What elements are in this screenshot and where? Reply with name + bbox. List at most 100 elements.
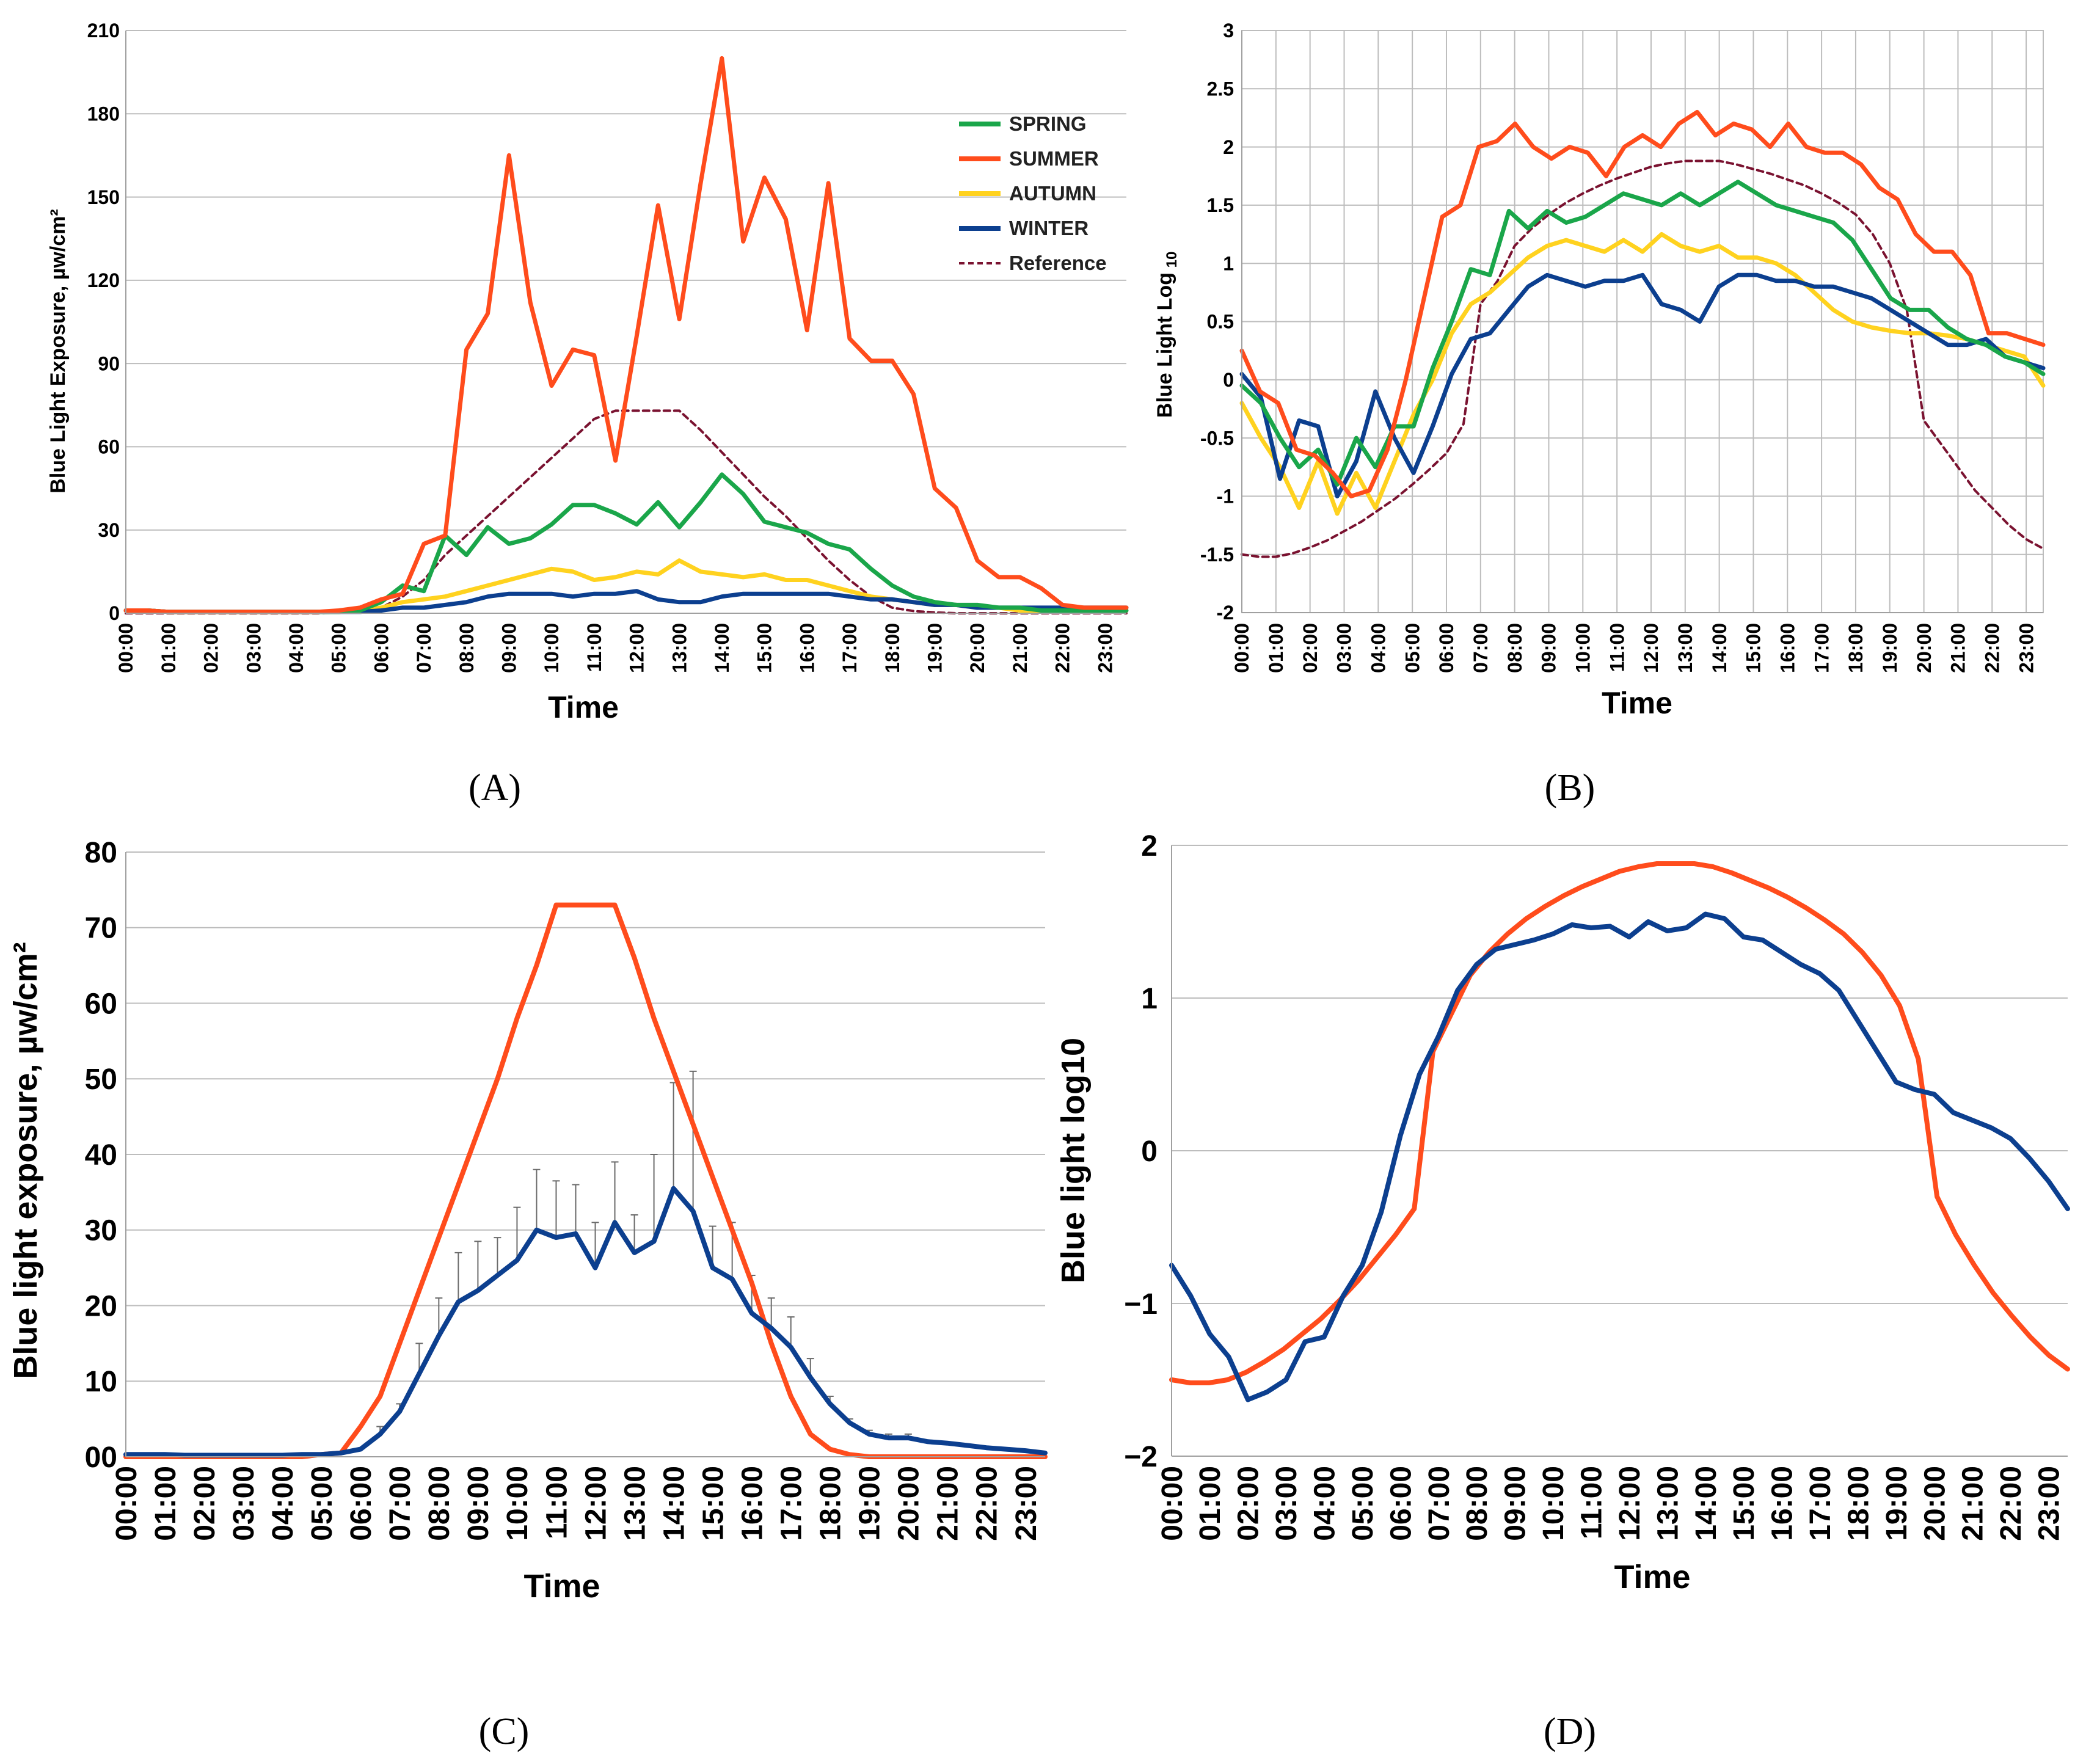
chart-a-y-tick-label: 0 xyxy=(109,602,120,624)
chart-b-x-tick-label: 19:00 xyxy=(1879,623,1901,673)
chart-b-series-reference xyxy=(1241,159,2044,558)
chart-d-y-tick-label: 1 xyxy=(1141,983,1158,1015)
chart-b-x-tick-label: 18:00 xyxy=(1845,623,1867,673)
chart-c-x-tick-label: 20:00 xyxy=(893,1466,925,1541)
chart-c-x-tick-label: 21:00 xyxy=(932,1466,965,1541)
chart-d-x-tick-label: 16:00 xyxy=(1767,1466,1799,1541)
chart-c-x-tick-label: 04:00 xyxy=(267,1466,299,1541)
chart-b-x-tick-label: 12:00 xyxy=(1640,623,1662,673)
chart-d-gridlines xyxy=(1172,845,2068,1304)
chart-b-y-tick-label: 2.5 xyxy=(1207,78,1234,100)
chart-a-x-tick-label: 10:00 xyxy=(541,623,563,673)
chart-b-x-tick-label: 23:00 xyxy=(2015,623,2037,673)
legend-label-summer: SUMMER xyxy=(1009,147,1099,170)
chart-a-x-tick-label: 17:00 xyxy=(839,623,861,673)
chart-a-legend: SPRING SUMMER AUTUMN WINTER Reference xyxy=(959,112,1107,274)
chart-c-x-tick-label: 03:00 xyxy=(228,1466,260,1541)
chart-a-y-tick-label: 210 xyxy=(87,20,120,42)
chart-d-x-tick-label: 02:00 xyxy=(1233,1466,1265,1541)
chart-d-x-tick-label: 01:00 xyxy=(1194,1466,1227,1541)
chart-c-x-tick-label: 14:00 xyxy=(658,1466,690,1541)
chart-c-y-tick-label: 50 xyxy=(85,1063,117,1096)
legend-label-spring: SPRING xyxy=(1009,112,1087,135)
chart-c-x-tick-label: 10:00 xyxy=(501,1466,534,1541)
chart-c-x-tick-label: 05:00 xyxy=(306,1466,338,1541)
panel-c-caption: (C) xyxy=(479,1711,530,1752)
chart-a-y-tick-label: 30 xyxy=(98,519,120,541)
chart-d-y-tick-label: −1 xyxy=(1124,1288,1158,1321)
chart-b-x-tick-label: 20:00 xyxy=(1913,623,1935,673)
chart-a-x-tick-label: 03:00 xyxy=(243,623,264,673)
chart-c-x-tick-label: 12:00 xyxy=(580,1466,612,1541)
chart-d-x-tick-label: 22:00 xyxy=(1995,1466,2027,1541)
chart-c-gridlines xyxy=(126,851,1045,1382)
chart-d-x-tick-label: 19:00 xyxy=(1881,1466,1913,1541)
chart-c-y-tick-label: 10 xyxy=(85,1366,117,1398)
chart-d-x-tick-label: 17:00 xyxy=(1804,1466,1837,1541)
chart-a-x-tick-label: 13:00 xyxy=(668,623,690,673)
chart-d-x-tick-label: 12:00 xyxy=(1614,1466,1646,1541)
chart-b-series-spring xyxy=(1239,180,2046,487)
chart-a-x-tick-label: 12:00 xyxy=(626,623,648,673)
panel-b: -2 -1.5 -1 -0.5 0 0.5 1 1.5 2 2.5 3 00:00 01:00 02:00… xyxy=(1153,20,2046,809)
chart-a-y-tick-label: 90 xyxy=(98,352,120,374)
chart-d-series-reference xyxy=(1169,861,2070,1385)
chart-b-y-tick-label: 1 xyxy=(1223,252,1234,274)
chart-a-x-tick-label: 16:00 xyxy=(796,623,818,673)
chart-c-y-tick-label: 80 xyxy=(85,837,117,869)
chart-c-x-tick-label: 01:00 xyxy=(150,1466,182,1541)
chart-c-axes: 00 10 20 30 40 50 60 70 80 00:00 01:00 02:00 03:00 04… xyxy=(85,837,1045,1541)
chart-a-axes: 0 30 60 90 120 150 180 210 00:00 01:00 02:00 03:00 0… xyxy=(87,20,1126,673)
chart-b-x-tick-label: 21:00 xyxy=(1947,623,1969,673)
chart-b-x-tick-label: 15:00 xyxy=(1743,623,1765,673)
chart-b-x-tick-label: 22:00 xyxy=(1981,623,2003,673)
chart-b-xlabel: Time xyxy=(1602,686,1672,720)
chart-d-x-tick-label: 14:00 xyxy=(1690,1466,1723,1541)
chart-b-axes: -2 -1.5 -1 -0.5 0 0.5 1 1.5 2 2.5 3 00:00 01:00 02:00… xyxy=(1200,20,2043,673)
chart-a-x-tick-label: 21:00 xyxy=(1009,623,1031,673)
chart-c-x-tick-label: 16:00 xyxy=(736,1466,768,1541)
chart-b-y-tick-label: 1.5 xyxy=(1207,194,1234,216)
legend-label-reference: Reference xyxy=(1009,252,1107,274)
chart-c-y-tick-label: 00 xyxy=(85,1441,117,1474)
chart-b-x-tick-label: 14:00 xyxy=(1709,623,1730,673)
chart-b-x-tick-label: 10:00 xyxy=(1572,623,1594,673)
chart-d-x-tick-label: 09:00 xyxy=(1500,1466,1532,1541)
chart-a-x-tick-label: 00:00 xyxy=(115,623,137,673)
chart-a-x-tick-label: 07:00 xyxy=(413,623,435,673)
chart-d-x-tick-label: 07:00 xyxy=(1423,1466,1456,1541)
chart-c-x-tick-label: 02:00 xyxy=(189,1466,221,1541)
chart-a-x-tick-label: 22:00 xyxy=(1052,623,1074,673)
chart-a-x-tick-label: 19:00 xyxy=(924,623,946,673)
chart-a-x-tick-label: 14:00 xyxy=(711,623,733,673)
chart-a-ylabel: Blue Light Exposure, µw/cm² xyxy=(46,209,70,493)
chart-b-ylabel-group: Blue Light Log 10 xyxy=(1153,252,1180,418)
chart-d-plot: −2 −1 0 1 2 00:00 01:00 02:00 03:00 04:00 05:00 06:… xyxy=(1124,830,2070,1541)
chart-b-ylabel-subscript: 10 xyxy=(1164,252,1180,268)
chart-b-y-tick-label: -1.5 xyxy=(1200,544,1234,566)
chart-a-gridlines xyxy=(126,30,1126,531)
chart-b-gridlines xyxy=(1242,30,2043,613)
chart-c-x-tick-label: 00:00 xyxy=(111,1466,143,1541)
chart-a-y-tick-label: 150 xyxy=(87,186,120,208)
chart-b-y-tick-label: -2 xyxy=(1217,602,1234,624)
chart-b-y-tick-label: 2 xyxy=(1223,136,1234,158)
chart-b-x-tick-label: 09:00 xyxy=(1538,623,1560,673)
chart-a-x-tick-label: 01:00 xyxy=(158,623,180,673)
chart-a-x-tick-label: 02:00 xyxy=(200,623,222,673)
chart-d-x-tick-label: 10:00 xyxy=(1537,1466,1570,1541)
chart-a-plot: 0 30 60 90 120 150 180 210 00:00 01:00 02:00 03:00 0… xyxy=(87,20,1129,673)
chart-b-series-summer xyxy=(1239,109,2046,498)
chart-b-y-tick-label: -1 xyxy=(1217,486,1234,508)
chart-c-x-tick-label: 22:00 xyxy=(971,1466,1004,1541)
chart-d-x-tick-label: 23:00 xyxy=(2033,1466,2066,1541)
panel-d-caption: (D) xyxy=(1544,1711,1596,1752)
chart-c-x-tick-label: 13:00 xyxy=(619,1466,651,1541)
panel-a: 0 30 60 90 120 150 180 210 00:00 01:00 02:00 03:00 0… xyxy=(46,20,1129,809)
chart-a-y-tick-label: 60 xyxy=(98,436,120,458)
chart-a-x-tick-label: 04:00 xyxy=(285,623,307,673)
chart-c-x-tick-label: 07:00 xyxy=(384,1466,417,1541)
chart-b-x-tick-label: 05:00 xyxy=(1401,623,1423,673)
chart-d-x-tick-label: 04:00 xyxy=(1309,1466,1341,1541)
